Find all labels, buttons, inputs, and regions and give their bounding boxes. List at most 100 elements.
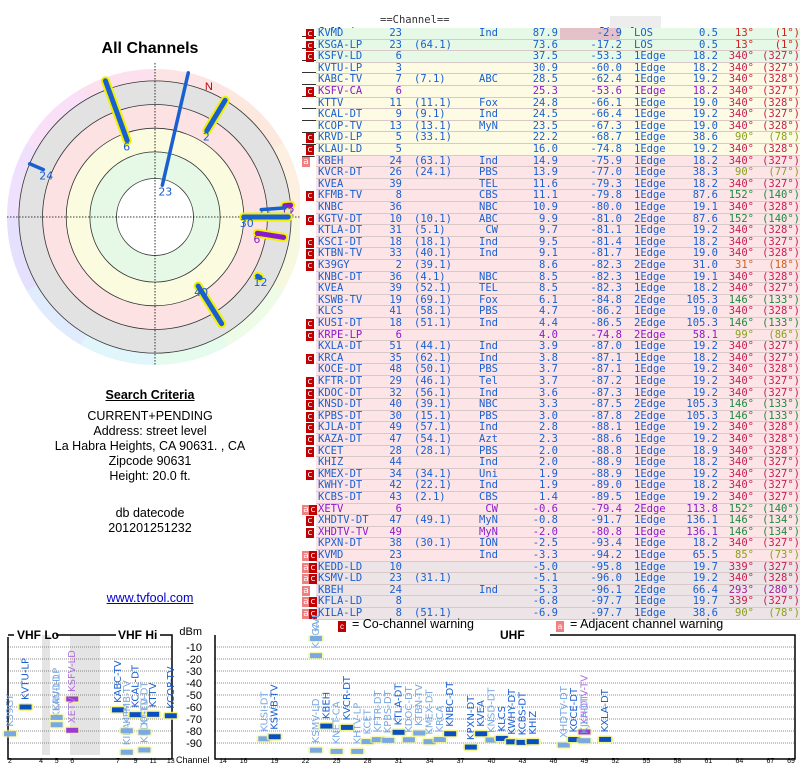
table-row[interactable]: c KUSI-DT 18 (51.1) Ind 4.4 -86.5 2Edge 105.3 146… — [302, 317, 800, 330]
adjacent-warning-icon: a — [302, 562, 310, 573]
co-channel-warning-icon: c — [306, 446, 314, 457]
table-row[interactable]: KABC-TV 7 (7.1) ABC 28.5 -62.4 1Edge 19.2 340° (3… — [302, 74, 800, 86]
table-row[interactable]: c KCET 28 (28.1) PBS 2.0 -88.8 1Edge 18.9 340° (32… — [302, 445, 800, 458]
table-row[interactable]: c KAZA-DT 47 (54.1) Azt 2.3 -88.6 1Edge 19.2 340°… — [302, 433, 800, 446]
co-channel-warning-icon: c — [306, 388, 314, 399]
cell-mag: (86°) — [768, 328, 800, 341]
table-row[interactable]: c KLAU-LD 5 16.0 -74.8 1Edge 19.2 340° (328°) — [302, 143, 800, 156]
power-highlight — [560, 28, 620, 39]
cell-real: 24 — [389, 154, 402, 167]
cell-mag: (327°) — [762, 375, 800, 387]
table-row[interactable]: a c XETV 6 CW -0.6 -79.4 2Edge 113.8 152° (140°) — [302, 502, 800, 516]
cell-path: 1Edge — [634, 73, 666, 86]
cell-pwr: -81.4 — [590, 235, 622, 248]
row-background — [316, 329, 800, 342]
cell-net: NBC — [479, 270, 498, 283]
cell-dist: 0.5 — [699, 27, 718, 39]
table-row[interactable]: c XHDTV-DT 47 (49.1) MyN -0.8 -91.7 1Edge 136.1 1… — [302, 515, 800, 527]
table-row[interactable]: c KJLA-DT 49 (57.1) Ind 2.8 -88.1 1Edge 19.2 340°… — [302, 422, 800, 434]
table-row[interactable]: KTLA-DT 31 (5.1) CW 9.7 -81.1 1Edge 19.2 340° (32… — [302, 225, 800, 237]
table-row[interactable]: a c KEDD-LD 10 -5.0 -95.8 1Edge 19.7 339° (327°) — [302, 560, 800, 574]
table-row[interactable]: KNBC 36 NBC 10.9 -80.0 1Edge 19.1 340° (328°) — [302, 201, 800, 214]
table-row[interactable]: KTTV 11 (11.1) Fox 24.8 -66.1 1Edge 19.0 340° (32… — [302, 96, 800, 110]
cell-virt: (34.1) — [414, 467, 452, 480]
row-background — [316, 155, 800, 168]
cell-path: 1Edge — [634, 154, 666, 167]
table-row[interactable]: KXLA-DT 51 (44.1) Ind 3.9 -87.0 1Edge 19.2 340° (… — [302, 341, 800, 353]
cell-virt: (15.1) — [414, 409, 452, 422]
table-row[interactable]: c K39GY 2 (39.1) 8.6 -82.3 2Edge 31.0 31° (18°) — [302, 259, 800, 272]
table-row[interactable]: KNBC-DT 36 (4.1) NBC 8.5 -82.3 1Edge 19.1 340° (3… — [302, 270, 800, 284]
cell-pwr: -97.7 — [590, 607, 622, 619]
cell-pwr: -81.1 — [590, 224, 622, 237]
cell-virt: (46.1) — [414, 375, 452, 387]
cell-dist: 105.3 — [686, 293, 718, 306]
table-row[interactable]: c KPBS-DT 30 (15.1) PBS 3.0 -87.8 2Edge 105.3 146… — [302, 409, 800, 423]
table-row[interactable]: a c KILA-LP 8 (51.1) -6.9 -97.7 1Edge 38.6 90° (78… — [302, 607, 800, 620]
cell-real: 31 — [389, 224, 402, 237]
table-row[interactable]: KVEA 39 TEL 11.6 -79.3 1Edge 18.2 340° (327°) — [302, 178, 800, 191]
cell-pwr: -87.5 — [590, 398, 622, 411]
table-row[interactable]: a KBEH 24 (63.1) Ind 14.9 -75.9 1Edge 18.2 340° (3… — [302, 154, 800, 168]
table-row[interactable]: KLCS 41 (58.1) PBS 4.7 -86.2 1Edge 19.0 340° (328… — [302, 306, 800, 318]
table-row[interactable]: c KSFV-CA 6 25.3 -53.6 1Edge 18.2 340° (327°) — [302, 85, 800, 98]
cell-nm: -3.3 — [532, 549, 558, 561]
station-bar — [382, 737, 395, 743]
table-row[interactable]: c KDOC-DT 32 (56.1) Ind 3.6 -87.3 1Edge 19.2 340°… — [302, 386, 800, 400]
table-row[interactable]: KCOP-TV 13 (13.1) MyN 23.5 -67.3 1Edge 19.0 340°… — [302, 120, 800, 133]
row-background — [316, 39, 800, 52]
cell-tru: 340° — [728, 50, 754, 63]
cell-nm: 87.9 — [532, 27, 558, 39]
table-row[interactable]: KVTU-LP 3 30.9 -60.0 1Edge 18.2 340° (327°) — [302, 62, 800, 75]
table-row[interactable]: KSWB-TV 19 (69.1) Fox 6.1 -84.8 2Edge 105.3 146°… — [302, 293, 800, 307]
table-row[interactable]: c KTBN-TV 33 (40.1) Ind 9.1 -81.7 1Edge 19.0 340°… — [302, 248, 800, 260]
cell-pwr: -95.8 — [590, 560, 622, 573]
table-row[interactable]: c KSCI-DT 18 (18.1) Ind 9.5 -81.4 1Edge 18.2 340°… — [302, 235, 800, 249]
table-row[interactable]: c KMEX-DT 34 (34.1) Uni 1.9 -88.9 1Edge 19.2 340°… — [302, 467, 800, 481]
cell-mag: (327°) — [762, 154, 800, 167]
table-row[interactable]: c KSFV-LD 6 37.5 -53.3 1Edge 18.2 340° (327°) — [302, 51, 800, 63]
table-row[interactable]: KVEA 39 (52.1) TEL 8.5 -82.3 1Edge 18.2 340° (327… — [302, 283, 800, 295]
table-row[interactable]: c XHDTV-TV 49 MyN -2.0 -80.8 1Edge 136.1 146° (13… — [302, 526, 800, 539]
station-label: KDOC-DT — [404, 685, 415, 732]
cell-net: Fox — [479, 96, 498, 109]
adjacent-channel-legend-text: = Adjacent channel warning — [570, 617, 724, 631]
row-background — [316, 503, 800, 516]
cell-real: 40 — [389, 398, 402, 411]
cell-real: 44 — [389, 456, 402, 469]
table-row[interactable]: c KFMB-TV 8 CBS 11.1 -79.8 1Edge 87.6 152° (140°) — [302, 190, 800, 202]
table-row[interactable]: a c KVMD 23 Ind -3.3 -94.2 1Edge 65.5 85° (73°) — [302, 549, 800, 562]
station-label: KWHY-DT — [507, 688, 518, 735]
table-row[interactable]: a KBEH 24 Ind -5.3 -96.1 2Edge 66.4 293° (280°) — [302, 584, 800, 597]
table-row[interactable]: a c KSMV-LD 23 (31.1) -5.1 -96.0 1Edge 19.2 340° (… — [302, 573, 800, 585]
cell-call: KEDD-LD — [318, 560, 363, 573]
y-tick-label: -90 — [186, 738, 202, 750]
table-row[interactable]: c KRPE-LP 6 4.0 -74.8 2Edge 58.1 99° (86°) — [302, 328, 800, 342]
table-row[interactable]: c KNSD-DT 40 (39.1) NBC 3.3 -87.5 2Edge 105.3 146… — [302, 399, 800, 411]
cell-call: KPBS-DT — [318, 409, 363, 422]
cell-dist: 113.8 — [686, 502, 718, 515]
co-channel-warning-icon: c — [309, 597, 317, 608]
table-row[interactable]: c KGTV-DT 10 (10.1) ABC 9.9 -81.0 2Edge 87.6 152°… — [302, 213, 800, 226]
tvfool-link[interactable]: www.tvfool.com — [106, 591, 194, 605]
table-row[interactable]: a c KFLA-LD 8 -6.8 -97.7 1Edge 19.7 339° (327°) — [302, 596, 800, 608]
table-row[interactable]: KWHY-DT 42 (22.1) Ind 1.9 -89.0 1Edge 18.2 340° (… — [302, 480, 800, 492]
table-row[interactable]: KVCR-DT 26 (24.1) PBS 13.9 -77.0 1Edge 38.3 90° (… — [302, 167, 800, 179]
criteria-line: La Habra Heights, CA 90631. , CA — [54, 439, 246, 453]
cell-tru: 340° — [728, 386, 754, 399]
cell-path: 1Edge — [634, 235, 666, 248]
table-row[interactable]: KCBS-DT 43 (2.1) CBS 1.4 -89.5 1Edge 19.2 340° (3… — [302, 491, 800, 504]
table-row[interactable]: KHIZ 44 Ind 2.0 -88.9 1Edge 18.2 340° (327°) — [302, 457, 800, 469]
table-row[interactable]: c KVMD 23 Ind 87.9 -2.9 LOS 0.5 13° (1°) — [302, 27, 800, 40]
table-row[interactable]: c KFTR-DT 29 (46.1) Tel 3.7 -87.2 1Edge 19.2 340°… — [302, 375, 800, 388]
table-row[interactable]: c KSGA-LP 23 (64.1) 73.6 -17.2 LOS 0.5 13° (1°) — [302, 39, 800, 52]
station-label: KBEH — [321, 692, 332, 719]
table-row[interactable]: c KRCA 35 (62.1) Ind 3.8 -87.1 1Edge 18.2 340° (32… — [302, 352, 800, 365]
cell-tru: 340° — [728, 456, 754, 469]
table-row[interactable]: KPXN-DT 38 (30.1) ION -2.5 -93.4 1Edge 18.2 340°… — [302, 538, 800, 550]
table-row[interactable]: KCAL-DT 9 (9.1) Ind 24.5 -66.4 1Edge 19.2 340° (3… — [302, 109, 800, 121]
table-row[interactable]: KOCE-DT 48 (50.1) PBS 3.7 -87.1 1Edge 19.2 340° (… — [302, 364, 800, 376]
table-row[interactable]: c KRVD-LP 5 (33.1) 22.2 -68.7 1Edge 38.6 90° (78°… — [302, 132, 800, 144]
station-bar — [578, 729, 591, 735]
cell-path: 1Edge — [634, 270, 666, 283]
